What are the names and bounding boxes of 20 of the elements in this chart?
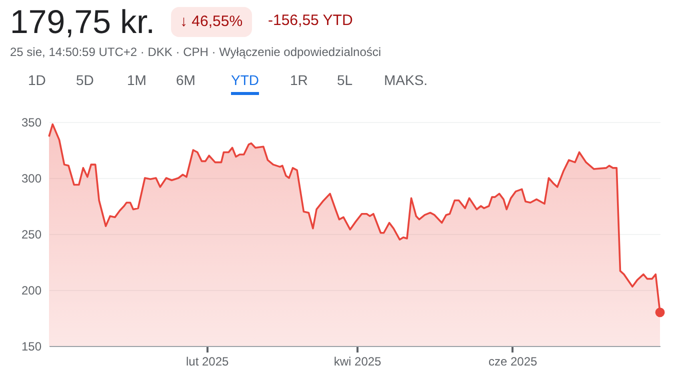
- y-tick-label: 150: [21, 340, 42, 354]
- text: 5L: [337, 72, 353, 90]
- chart-title: 179,75 kr.: [10, 3, 155, 41]
- text: ↓ 46,55%: [171, 7, 252, 37]
- chart-subtitle: 25 sie, 14:50:59 UTC+2 · DKK · CPH · Wyłączenie odpowiedzialności: [10, 45, 382, 59]
- text: -156,55 YTD: [268, 12, 353, 29]
- text: MAKS.: [384, 72, 428, 90]
- text: 1R: [290, 72, 308, 90]
- text: 6M: [176, 72, 196, 90]
- text: 1D: [28, 72, 46, 90]
- y-tick-label: 350: [21, 116, 42, 130]
- x-tick-label: kwi 2025: [334, 354, 382, 368]
- x-tick-label: cze 2025: [488, 354, 538, 368]
- x-tick-label: lut 2025: [186, 354, 230, 368]
- y-tick-label: 300: [21, 172, 42, 186]
- text: YTD: [231, 72, 259, 95]
- text: 1M: [127, 72, 146, 90]
- y-tick-label: 200: [21, 284, 42, 298]
- text: 5D: [76, 72, 94, 90]
- y-tick-label: 250: [21, 228, 42, 242]
